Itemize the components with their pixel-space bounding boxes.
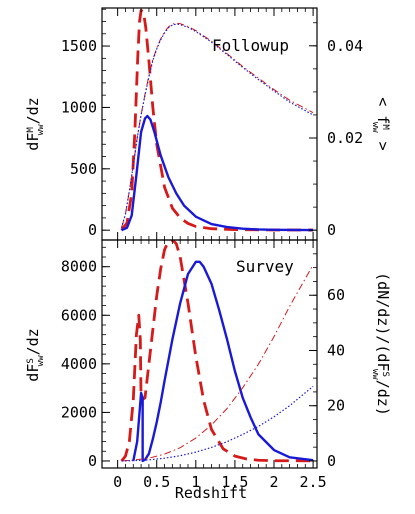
survey-right-y-tick-label-1: 20 <box>327 397 345 415</box>
x-axis-title: Redshift <box>175 484 247 502</box>
followup-left-y-tick-label-3: 1500 <box>61 37 97 55</box>
survey-series-group <box>120 240 314 463</box>
survey-series-line-1 <box>132 260 314 463</box>
survey-series-line-0 <box>120 240 314 463</box>
survey-left-y-tick-label-0: 0 <box>88 452 97 470</box>
followup-panel-label: Followup <box>212 36 289 55</box>
followup-right-y-tick-label-2: 0.04 <box>327 37 363 55</box>
followup-left-axis-title: dFMww/dz <box>24 97 46 150</box>
followup-right-y-tick-label-0: 0 <box>327 221 336 239</box>
followup-series-line-1 <box>121 114 314 232</box>
survey-x-tick-label-4: 2 <box>269 473 278 491</box>
survey-left-y-tick-label-4: 8000 <box>61 258 97 276</box>
followup-series-line-0 <box>120 9 314 232</box>
followup-left-y-tick-label-2: 1000 <box>61 98 97 116</box>
followup-right-y-tick-label-1: 0.02 <box>327 129 363 147</box>
survey-x-tick-label-2: 1 <box>191 473 200 491</box>
followup-right-axis-title: < fMww > <box>370 97 392 150</box>
survey-x-tick-label-5: 2.5 <box>300 473 327 491</box>
survey-series-line-2 <box>121 264 314 462</box>
followup-series-line-3 <box>120 23 314 229</box>
survey-right-y-tick-label-3: 60 <box>327 286 345 304</box>
survey-left-axis-title: dFSww/dz <box>24 328 46 381</box>
survey-right-y-tick-label-0: 0 <box>327 452 336 470</box>
survey-x-tick-label-0: 0 <box>113 473 122 491</box>
survey-left-y-tick-label-2: 4000 <box>61 355 97 373</box>
survey-right-y-tick-label-2: 40 <box>327 341 345 359</box>
survey-right-axis-title: (dN/dz)/(dFSww/dz) <box>370 272 392 416</box>
survey-left-y-tick-label-3: 6000 <box>61 306 97 324</box>
followup-left-y-tick-label-1: 500 <box>70 160 97 178</box>
survey-x-tick-label-1: 0.5 <box>143 473 170 491</box>
followup-panel: 0 500 1000 1500 0 0.02 0.04 <box>61 7 363 241</box>
followup-left-y-tick-label-0: 0 <box>88 221 97 239</box>
survey-panel-label: Survey <box>236 257 294 276</box>
survey-left-y-tick-label-1: 2000 <box>61 403 97 421</box>
survey-x-tick-label-3: 1.5 <box>221 473 248 491</box>
followup-series-group <box>120 9 314 232</box>
